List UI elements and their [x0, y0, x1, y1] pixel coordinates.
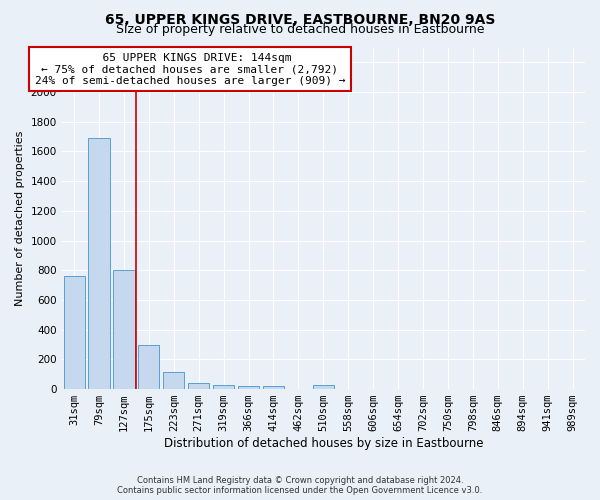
Bar: [138, 346, 160, 389]
Bar: [313, 386, 334, 389]
Bar: [188, 383, 209, 389]
Text: 65, UPPER KINGS DRIVE, EASTBOURNE, BN20 9AS: 65, UPPER KINGS DRIVE, EASTBOURNE, BN20 …: [105, 12, 495, 26]
Bar: [88, 138, 110, 389]
Bar: [263, 386, 284, 389]
Bar: [213, 384, 234, 389]
Bar: [64, 276, 85, 389]
Text: Size of property relative to detached houses in Eastbourne: Size of property relative to detached ho…: [116, 22, 484, 36]
Y-axis label: Number of detached properties: Number of detached properties: [15, 130, 25, 306]
Text: 65 UPPER KINGS DRIVE: 144sqm
← 75% of detached houses are smaller (2,792)
24% of: 65 UPPER KINGS DRIVE: 144sqm ← 75% of de…: [35, 52, 345, 86]
Bar: [113, 270, 134, 389]
Bar: [238, 386, 259, 389]
Bar: [163, 372, 184, 389]
Text: Contains HM Land Registry data © Crown copyright and database right 2024.
Contai: Contains HM Land Registry data © Crown c…: [118, 476, 482, 495]
X-axis label: Distribution of detached houses by size in Eastbourne: Distribution of detached houses by size …: [164, 437, 483, 450]
